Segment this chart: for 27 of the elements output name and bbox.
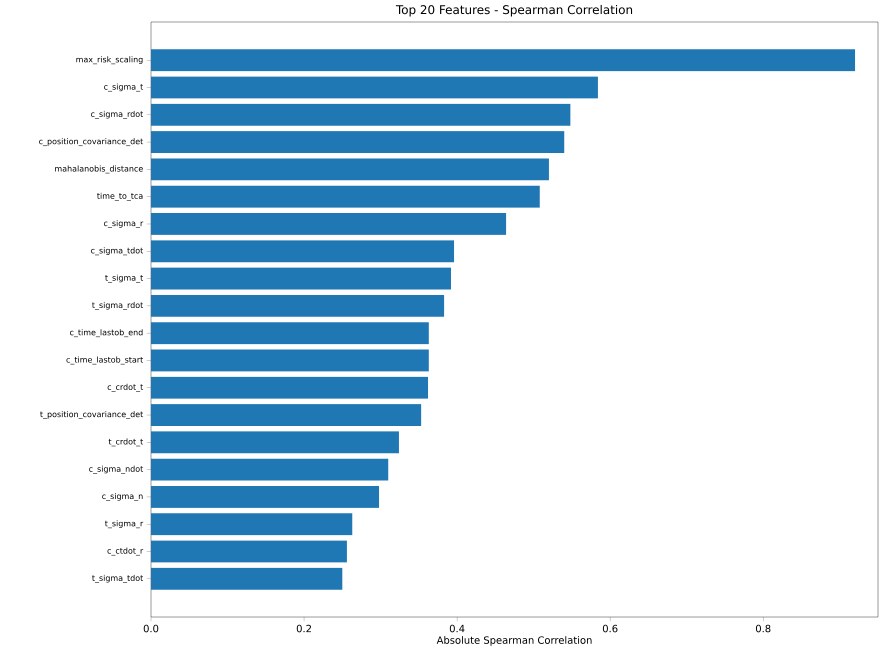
bar — [151, 350, 429, 372]
bar — [151, 431, 399, 454]
bar — [151, 568, 342, 590]
bar — [151, 486, 380, 508]
chart-title: Top 20 Features - Spearman Correlation — [396, 4, 632, 16]
bar — [151, 49, 856, 72]
bar — [151, 158, 549, 180]
bar — [151, 104, 570, 126]
bar — [151, 322, 429, 344]
bar — [151, 376, 428, 399]
bar — [151, 213, 506, 235]
bar — [151, 513, 352, 536]
bar — [151, 294, 444, 317]
bar — [151, 404, 422, 426]
bar — [151, 240, 454, 262]
x-tick-label: 0.0 — [144, 624, 158, 632]
bar — [151, 540, 347, 562]
x-tick-label: 0.4 — [450, 624, 464, 632]
bar — [151, 186, 540, 208]
x-tick-label: 0.2 — [296, 624, 311, 632]
bar — [151, 268, 451, 290]
x-tick-label: 0.8 — [756, 624, 770, 632]
x-axis-title: Absolute Spearman Correlation — [436, 636, 592, 646]
bar — [151, 76, 598, 98]
x-tick-label: 0.6 — [602, 624, 618, 632]
bar — [151, 131, 564, 154]
bar — [151, 458, 388, 481]
